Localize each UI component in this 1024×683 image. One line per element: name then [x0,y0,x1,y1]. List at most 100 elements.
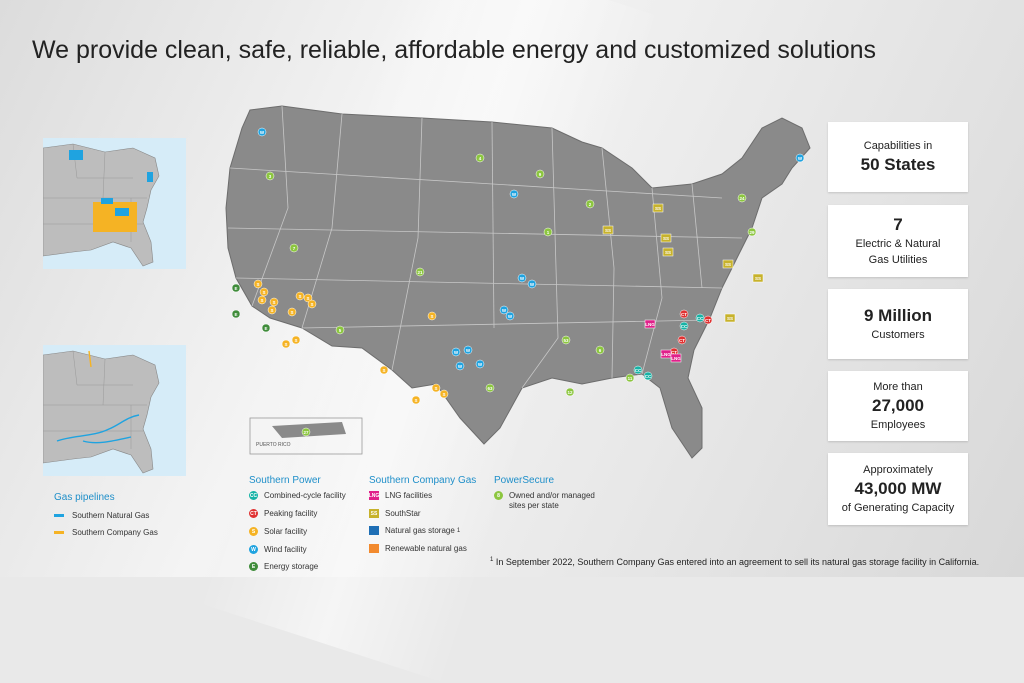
inset-map-company-gas [43,138,186,269]
map-marker-label: SS [663,236,669,241]
map-marker-label: 4 [479,156,482,161]
map-marker-label: 9 [539,172,542,177]
map-marker-label: 21 [417,270,423,275]
legend-item-solar: S Solar facility [249,527,307,536]
legend-item-lng: LNG LNG facilities [368,491,433,500]
map-marker [259,287,269,297]
map-marker [662,247,674,257]
map-marker [543,227,553,237]
map-marker-label: SS [727,316,733,321]
stat-card-customers: 9 Million Customers [828,289,968,359]
stat-label: Capabilities in [863,140,933,152]
stat-label: Electric & Natural [855,238,941,250]
energy-storage-icon: E [249,562,258,571]
stat-label: Employees [870,419,926,431]
map-marker-label: S [430,314,433,319]
legend-item-peaking: CT Peaking facility [249,509,318,518]
map-marker [485,383,495,393]
map-marker-label: CT [679,338,685,343]
map-marker [652,203,664,213]
legend-item-gas-storage: Natural gas storage 1 [369,526,460,535]
stat-card-capacity: Approximately 43,000 MW of Generating Ca… [828,453,968,525]
map-marker-label: W [260,130,265,135]
map-marker-label: S [272,300,275,305]
map-marker-label: S [298,294,301,299]
map-marker-label: 27 [303,430,309,435]
legend-item-powersecure-sites: 8 Owned and/or managed sites per state [494,491,595,511]
map-marker [455,361,465,371]
map-marker [267,305,277,315]
map-marker [231,283,241,293]
map-marker-label: 6 [599,348,602,353]
map-marker [527,279,537,289]
map-marker [724,313,736,323]
map-marker [261,323,271,333]
southstar-icon: SS [369,509,379,518]
lng-icon: LNG [368,491,380,500]
map-marker-label: 12 [567,390,573,395]
slide-title: We provide clean, safe, reliable, afford… [32,36,877,64]
legend-item-energy-storage: E Energy storage [249,562,318,571]
map-marker [415,267,425,277]
map-marker-label: S [442,392,445,397]
map-marker-label: S [262,290,265,295]
puerto-rico-label: PUERTO RICO [256,442,291,448]
map-marker-label: W [458,364,463,369]
map-marker [660,233,672,243]
map-marker-label: W [512,192,517,197]
map-marker-label: S [382,368,385,373]
map-marker-label: 2 [589,202,592,207]
map-marker [307,299,317,309]
map-marker-label: S [306,296,309,301]
map-marker [561,335,571,345]
legend-item-southstar: SS SouthStar [369,509,421,518]
map-marker-label: S [260,298,263,303]
stat-value: 9 Million [864,306,932,325]
legend-item-southern-company-gas: Southern Company Gas [54,528,158,537]
renewable-gas-icon [369,544,379,553]
map-marker [670,353,682,363]
map-marker [722,259,734,269]
map-marker-label: CT [681,312,687,317]
map-marker-label: CT [671,350,677,355]
map-marker-label: S [256,282,259,287]
map-marker-label: W [454,350,459,355]
map-marker [737,193,747,203]
map-marker-label: E [234,286,237,291]
legend-title-pipelines: Gas pipelines [54,492,115,503]
legend-title-southern-company-gas: Southern Company Gas [369,475,477,486]
map-marker [565,387,575,397]
map-marker-label: W [466,348,471,353]
map-marker [677,335,687,345]
stat-value: 50 States [860,155,936,174]
map-marker-label: 1 [547,230,550,235]
map-marker-label: 24 [739,196,745,201]
map-marker [287,307,297,317]
map-marker-label: W [520,276,525,281]
map-marker [289,243,299,253]
map-marker-label: S [434,386,437,391]
map-marker-label: SS [665,250,671,255]
map-marker [253,279,263,289]
map-marker-label: 7 [293,246,296,251]
map-marker-label: 29 [749,230,755,235]
map-marker [517,273,527,283]
pipeline-swatch-orange [54,531,64,534]
stat-label: Approximately [863,464,933,476]
map-marker-label: W [530,282,535,287]
map-marker-label: SS [725,262,731,267]
map-marker-label: 5 [339,328,342,333]
map-marker-label: 63 [487,386,493,391]
map-marker-label: W [502,308,507,313]
legend-title-powersecure: PowerSecure [494,475,555,486]
stat-value: 27,000 [872,396,924,415]
map-marker-label: 11 [628,376,633,381]
map-marker [679,309,689,319]
map-marker-label: CC [635,368,642,373]
map-marker-label: SS [655,206,661,211]
map-marker-label: E [264,326,267,331]
map-marker [795,153,805,163]
map-marker [451,347,461,357]
